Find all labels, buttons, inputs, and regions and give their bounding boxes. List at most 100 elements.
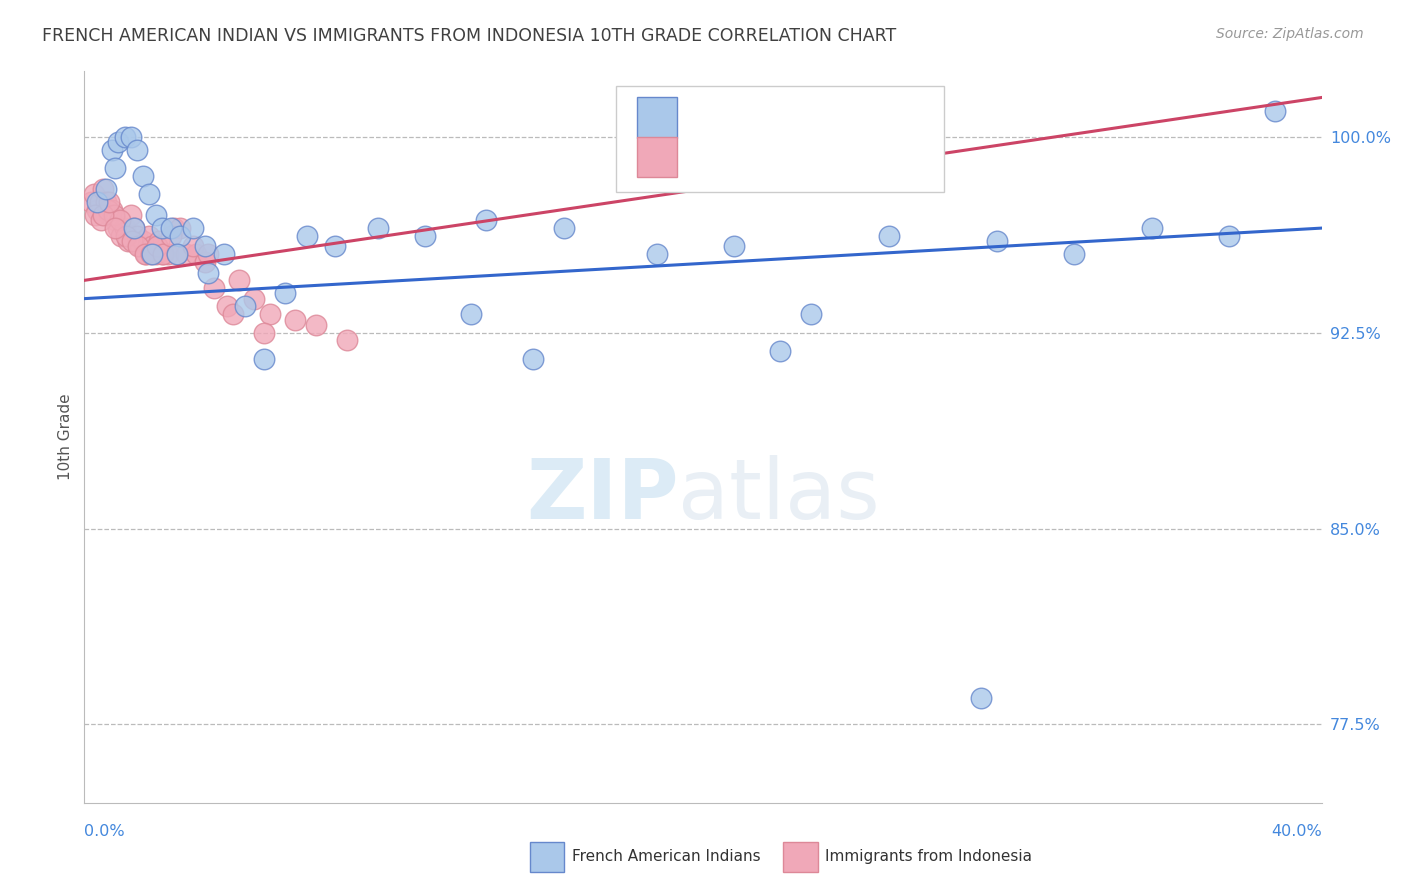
Point bbox=[197, 247, 219, 261]
Point bbox=[108, 213, 131, 227]
Point bbox=[163, 221, 186, 235]
Point bbox=[1264, 103, 1286, 118]
Point bbox=[1063, 247, 1085, 261]
FancyBboxPatch shape bbox=[637, 136, 678, 177]
FancyBboxPatch shape bbox=[783, 841, 818, 872]
Point bbox=[120, 129, 142, 144]
Point bbox=[228, 273, 250, 287]
Point bbox=[139, 247, 162, 261]
Point bbox=[305, 318, 328, 332]
Point bbox=[107, 221, 129, 235]
Point bbox=[83, 187, 105, 202]
Y-axis label: 10th Grade: 10th Grade bbox=[58, 393, 73, 481]
Point bbox=[367, 221, 389, 235]
Point bbox=[104, 221, 127, 235]
Point bbox=[114, 221, 136, 235]
Point bbox=[176, 247, 198, 261]
Point bbox=[877, 228, 900, 243]
Point bbox=[138, 187, 160, 202]
Point bbox=[135, 247, 157, 261]
Text: FRENCH AMERICAN INDIAN VS IMMIGRANTS FROM INDONESIA 10TH GRADE CORRELATION CHART: FRENCH AMERICAN INDIAN VS IMMIGRANTS FRO… bbox=[42, 27, 897, 45]
Point bbox=[115, 228, 138, 243]
Text: 40.0%: 40.0% bbox=[1271, 823, 1322, 838]
Point bbox=[284, 312, 307, 326]
Point bbox=[194, 239, 217, 253]
Point bbox=[98, 208, 121, 222]
Point bbox=[323, 239, 346, 253]
Point bbox=[259, 307, 281, 321]
Point bbox=[253, 351, 276, 366]
Point bbox=[117, 234, 139, 248]
Point bbox=[132, 234, 155, 248]
Point bbox=[146, 239, 169, 253]
Point bbox=[169, 221, 191, 235]
Point bbox=[413, 228, 436, 243]
Point bbox=[970, 691, 993, 706]
Point bbox=[148, 234, 170, 248]
Text: R = 0.080: R = 0.080 bbox=[696, 108, 793, 127]
Point bbox=[233, 300, 256, 314]
Point bbox=[1218, 228, 1240, 243]
Point bbox=[166, 247, 188, 261]
Point bbox=[197, 266, 219, 280]
Text: N = 43: N = 43 bbox=[844, 108, 912, 127]
Point bbox=[522, 351, 544, 366]
Point bbox=[166, 247, 188, 261]
Point bbox=[104, 213, 127, 227]
Point bbox=[121, 234, 143, 248]
Point bbox=[295, 228, 318, 243]
Point bbox=[253, 326, 276, 340]
Point bbox=[96, 202, 118, 217]
Point bbox=[150, 247, 173, 261]
Point bbox=[1140, 221, 1163, 235]
Point bbox=[125, 228, 148, 243]
Point bbox=[181, 221, 204, 235]
Point bbox=[79, 194, 101, 209]
Point bbox=[460, 307, 482, 321]
Point bbox=[475, 213, 498, 227]
Text: N = 59: N = 59 bbox=[844, 147, 912, 167]
Point bbox=[84, 208, 107, 222]
Point bbox=[129, 239, 152, 253]
Point bbox=[243, 292, 266, 306]
Point bbox=[150, 221, 173, 235]
Point bbox=[169, 228, 191, 243]
Point bbox=[986, 234, 1008, 248]
Point bbox=[91, 182, 114, 196]
Point bbox=[122, 221, 145, 235]
Point bbox=[141, 239, 163, 253]
Point bbox=[152, 247, 174, 261]
Point bbox=[645, 247, 668, 261]
Point bbox=[122, 221, 145, 235]
Point bbox=[769, 343, 792, 358]
Point bbox=[104, 161, 127, 175]
Text: French American Indians: French American Indians bbox=[572, 849, 761, 864]
Point bbox=[215, 300, 238, 314]
Point bbox=[125, 143, 148, 157]
Point bbox=[141, 247, 163, 261]
Point bbox=[336, 334, 359, 348]
Text: R = 0.293: R = 0.293 bbox=[696, 147, 794, 167]
Text: Immigrants from Indonesia: Immigrants from Indonesia bbox=[825, 849, 1032, 864]
FancyBboxPatch shape bbox=[616, 86, 945, 192]
Point bbox=[132, 169, 155, 183]
Point bbox=[86, 202, 108, 217]
Point bbox=[274, 286, 297, 301]
Point bbox=[89, 194, 111, 209]
Point bbox=[723, 239, 745, 253]
Point bbox=[800, 307, 823, 321]
Point bbox=[103, 208, 125, 222]
Point bbox=[160, 221, 183, 235]
Point bbox=[120, 208, 142, 222]
Point bbox=[138, 228, 160, 243]
Text: Source: ZipAtlas.com: Source: ZipAtlas.com bbox=[1216, 27, 1364, 41]
Point bbox=[160, 228, 183, 243]
Point bbox=[145, 208, 167, 222]
Point bbox=[222, 307, 245, 321]
Point bbox=[114, 129, 136, 144]
FancyBboxPatch shape bbox=[530, 841, 564, 872]
Point bbox=[553, 221, 575, 235]
Point bbox=[101, 202, 124, 217]
Text: 0.0%: 0.0% bbox=[84, 823, 125, 838]
Point bbox=[145, 247, 167, 261]
